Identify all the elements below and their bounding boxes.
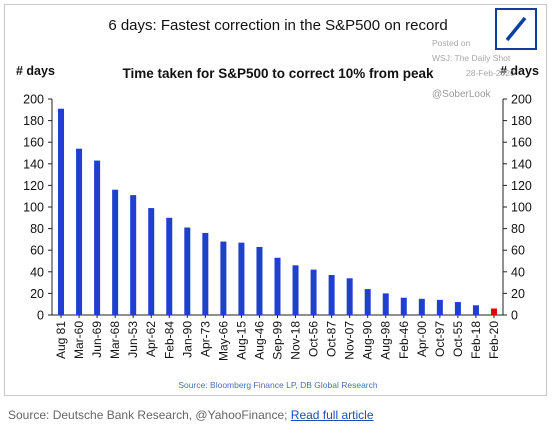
bar — [328, 275, 335, 315]
bar — [112, 189, 119, 315]
x-tick-label: Jun-69 — [90, 321, 104, 358]
y-tick-label-left: 120 — [23, 179, 44, 193]
y-axis-label-right: # days — [500, 64, 539, 78]
y-tick-label-right: 0 — [511, 309, 518, 323]
y-tick-label-left: 0 — [37, 309, 44, 323]
x-tick-label: May-66 — [216, 321, 230, 361]
y-tick-label-right: 160 — [511, 136, 532, 150]
y-tick-label-right: 200 — [511, 93, 532, 107]
x-tick-label: Oct-97 — [433, 321, 447, 357]
bar — [166, 217, 173, 315]
chart-title: 6 days: Fastest correction in the S&P500… — [108, 17, 448, 34]
bar — [238, 242, 245, 315]
bar — [220, 241, 227, 315]
bar — [130, 195, 137, 315]
y-axis-label-left: # days — [16, 64, 55, 78]
bar — [184, 227, 191, 315]
x-tick-label: Apr-62 — [144, 321, 158, 357]
x-tick-label: Aug-90 — [361, 321, 375, 360]
bar — [346, 278, 353, 315]
bar — [364, 289, 371, 315]
x-tick-label: Aug-15 — [234, 321, 248, 360]
x-tick-label: Aug-98 — [379, 321, 393, 360]
y-tick-label-right: 140 — [511, 157, 532, 171]
y-tick-label-left: 80 — [30, 222, 44, 236]
watermark-line2: WSJ: The Daily Shot — [432, 53, 511, 63]
x-tick-label: Mar-60 — [72, 321, 86, 359]
x-tick-label: Apr-73 — [198, 321, 212, 357]
watermark-line1: Posted on — [432, 38, 471, 48]
y-tick-label-left: 60 — [30, 244, 44, 258]
x-tick-label: Oct-55 — [451, 321, 465, 357]
watermark-handle: @SoberLook — [432, 89, 491, 100]
read-full-article-link[interactable]: Read full article — [290, 408, 374, 422]
y-tick-label-left: 160 — [23, 136, 44, 150]
bar — [274, 257, 281, 315]
bar — [58, 108, 65, 315]
y-tick-label-left: 40 — [30, 265, 44, 279]
x-tick-label: Aug-46 — [252, 321, 266, 360]
bar — [256, 246, 263, 315]
watermark-line3: 28-Feb-2020 — [466, 68, 515, 78]
x-tick-label: Nov-18 — [289, 321, 303, 360]
bar — [454, 302, 461, 315]
bar-chart: 0 0 20 20 40 40 60 60 80 80 100 100 120 120 140 140 160 1… — [23, 93, 532, 362]
x-tick-label: Oct-87 — [325, 321, 339, 357]
y-tick-label-right: 120 — [511, 179, 532, 193]
bar — [436, 299, 443, 315]
bar — [292, 265, 299, 315]
caption: Source: Deutsche Bank Research, @YahooFi… — [8, 408, 374, 422]
x-tick-label: Sep-99 — [271, 321, 285, 360]
y-tick-label-left: 140 — [23, 157, 44, 171]
bar — [418, 298, 425, 315]
bar — [490, 308, 497, 315]
bar — [94, 160, 101, 315]
x-tick-label: Mar-68 — [108, 321, 122, 359]
chart-subtitle: Time taken for S&P500 to correct 10% fro… — [122, 66, 434, 81]
x-tick-label: Nov-07 — [343, 321, 357, 360]
x-tick-label: Feb-20 — [487, 321, 501, 359]
x-tick-label: Aug 81 — [54, 321, 68, 359]
bar — [400, 297, 407, 315]
y-tick-label-left: 200 — [23, 93, 44, 107]
x-tick-label: Jun-53 — [126, 321, 140, 358]
bar — [382, 293, 389, 315]
y-tick-label-right: 40 — [511, 265, 525, 279]
deutsche-bank-logo-icon — [495, 8, 537, 50]
bar — [310, 269, 317, 315]
x-tick-label: Feb-18 — [469, 321, 483, 359]
bar — [148, 208, 155, 315]
bar — [76, 148, 83, 315]
y-tick-label-left: 20 — [30, 287, 44, 301]
caption-text: Source: Deutsche Bank Research, @YahooFi… — [8, 408, 291, 422]
y-tick-label-right: 180 — [511, 114, 532, 128]
chart-source-note: Source: Bloomberg Finance LP, DB Global … — [178, 380, 378, 390]
bar — [472, 305, 479, 315]
y-tick-label-right: 80 — [511, 222, 525, 236]
x-tick-label: Jan-90 — [180, 321, 194, 358]
x-tick-label: Apr-00 — [415, 321, 429, 357]
logo-slash-icon — [505, 16, 527, 42]
x-tick-label: Feb-46 — [397, 321, 411, 359]
y-tick-label-left: 180 — [23, 114, 44, 128]
y-tick-label-right: 100 — [511, 201, 532, 215]
x-tick-label: Oct-56 — [307, 321, 321, 357]
bar — [202, 232, 209, 315]
y-tick-label-left: 100 — [23, 201, 44, 215]
x-tick-label: Feb-84 — [162, 321, 176, 359]
y-tick-label-right: 60 — [511, 244, 525, 258]
y-tick-label-right: 20 — [511, 287, 525, 301]
